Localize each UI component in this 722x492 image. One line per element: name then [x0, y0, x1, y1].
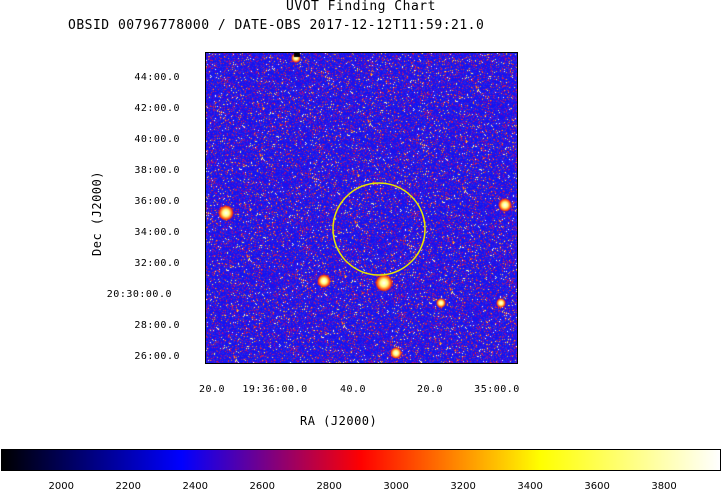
- colorbar-tick-label: 2000: [48, 481, 74, 492]
- colorbar-tick-label: 3200: [450, 481, 476, 492]
- y-tick-label: 26:00.0: [134, 351, 180, 362]
- sky-image: [206, 53, 517, 363]
- chart-title: UVOT Finding Chart: [286, 0, 436, 14]
- colorbar-tick-label: 2400: [182, 481, 208, 492]
- target-overlay: [332, 182, 426, 276]
- y-tick-label: 34:00.0: [134, 227, 180, 238]
- y-tick-label: 20:30:00.0: [106, 289, 172, 300]
- y-tick-label: 36:00.0: [134, 196, 180, 207]
- x-tick-label: 20.0: [416, 384, 444, 395]
- colorbar-tick-label: 2200: [115, 481, 141, 492]
- source-region-circle: [332, 182, 426, 276]
- y-tick-label: 28:00.0: [134, 320, 180, 331]
- x-axis-label: RA (J2000): [300, 414, 378, 428]
- chart-subtitle: OBSID 00796778000 / DATE-OBS 2017-12-12T…: [68, 18, 485, 33]
- y-tick-label: 32:00.0: [134, 258, 180, 269]
- x-tick-label: 20.0: [198, 384, 226, 395]
- colorbar: [1, 449, 721, 471]
- colorbar-tick-label: 2800: [316, 481, 342, 492]
- y-axis-label: Dec (J2000): [90, 171, 104, 256]
- x-tick-label: 19:36:00.0: [242, 384, 308, 395]
- y-tick-label: 42:00.0: [134, 103, 180, 114]
- colorbar-tick-label: 3000: [383, 481, 409, 492]
- colorbar-tick-label: 3400: [517, 481, 543, 492]
- y-tick-label: 40:00.0: [134, 134, 180, 145]
- colorbar-tick-label: 3800: [651, 481, 677, 492]
- y-tick-label: 38:00.0: [134, 165, 180, 176]
- x-tick-label: 35:00.0: [474, 384, 520, 395]
- x-tick-label: 40.0: [339, 384, 367, 395]
- y-tick-label: 44:00.0: [134, 72, 180, 83]
- colorbar-tick-label: 3600: [584, 481, 610, 492]
- sky-image-frame: [205, 52, 518, 364]
- colorbar-tick-label: 2600: [249, 481, 275, 492]
